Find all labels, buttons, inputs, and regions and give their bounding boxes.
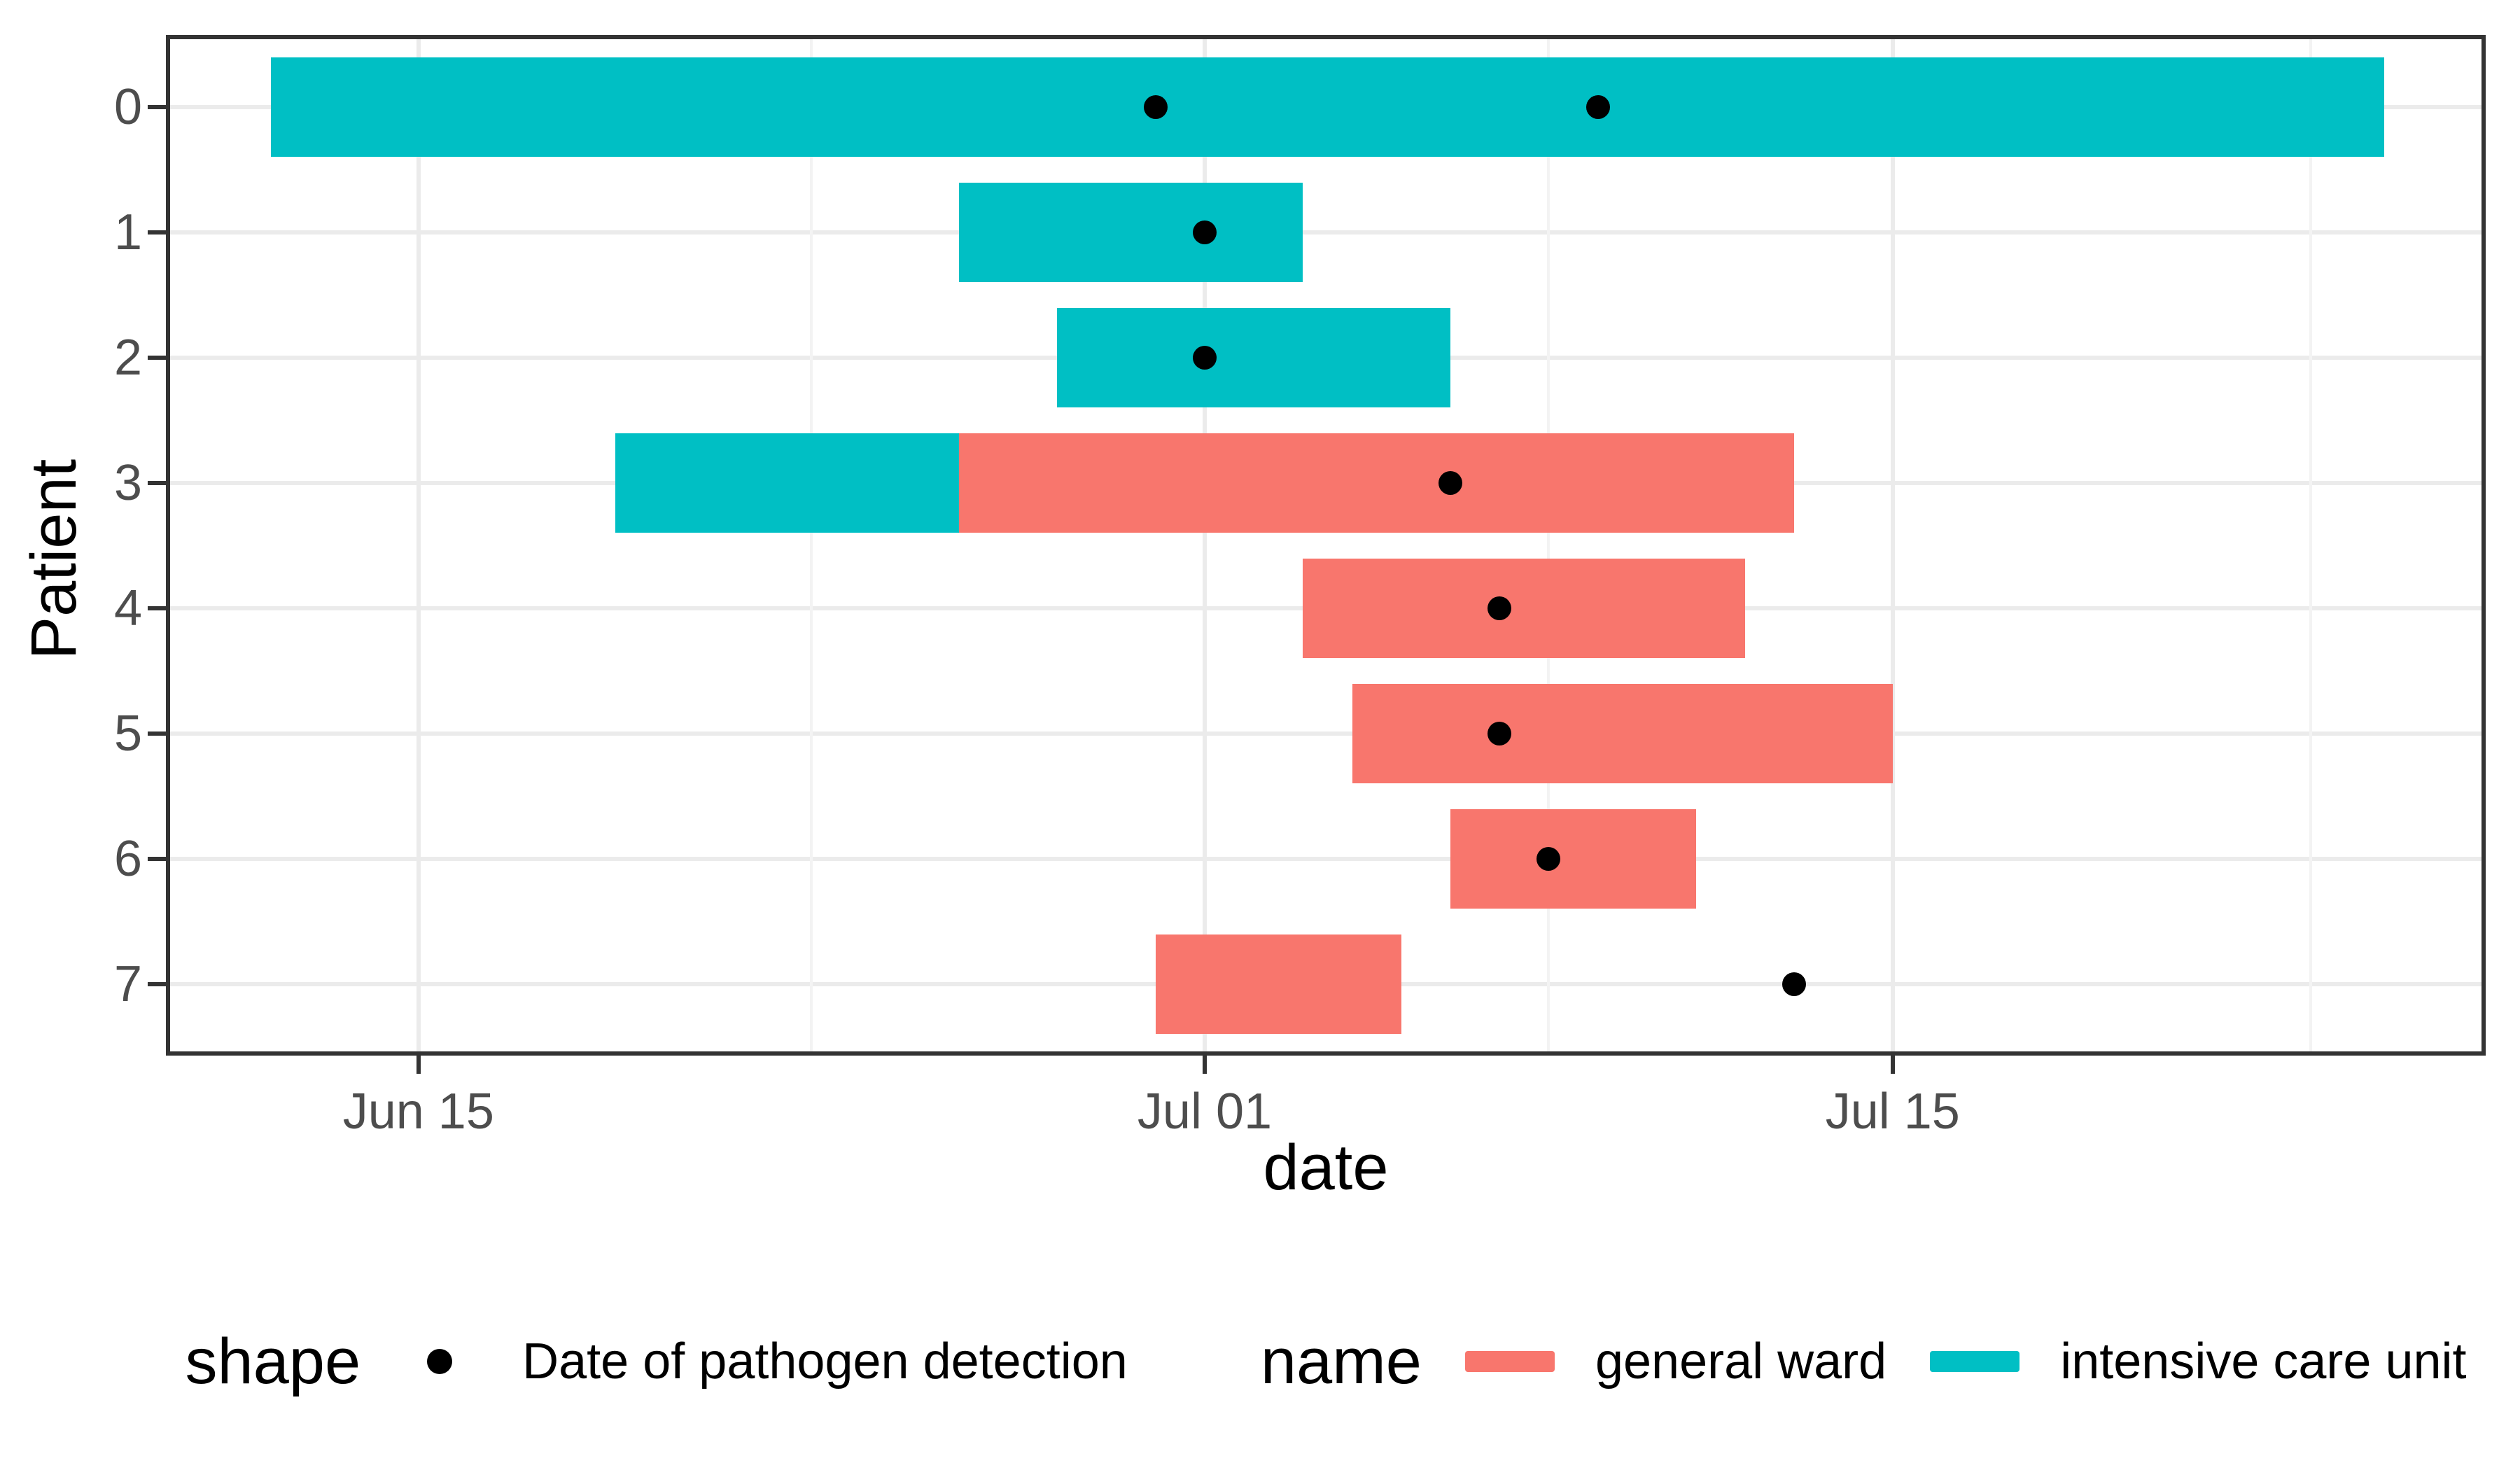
y-tick-label: 6: [113, 831, 142, 887]
legend: shape Date of pathogen detection name ge…: [166, 1292, 2486, 1432]
x-tick-mark: [1890, 1056, 1895, 1074]
y-tick-label: 4: [113, 580, 142, 636]
y-tick-mark: [148, 606, 166, 610]
gridline-minor: [1547, 39, 1550, 1051]
y-axis-title: Patient: [18, 458, 90, 660]
gridline-minor: [810, 39, 813, 1051]
legend-general-ward-label: general ward: [1595, 1334, 1887, 1390]
x-tick-mark: [1203, 1056, 1207, 1074]
stay-bar-patient-5-general-ward: [1352, 684, 1893, 783]
x-tick-label: Jul 15: [1825, 1084, 1960, 1140]
y-tick-label: 7: [113, 956, 142, 1012]
y-tick-label: 2: [113, 330, 142, 386]
stay-bar-patient-0-intensive-care-unit: [271, 57, 2384, 157]
legend-intensive-care-unit-label: intensive care unit: [2060, 1334, 2467, 1390]
stay-bar-patient-3-general-ward: [959, 433, 1795, 533]
y-tick-label: 5: [113, 706, 142, 762]
gridline-major: [1890, 39, 1895, 1051]
y-tick-mark: [148, 356, 166, 360]
y-tick-mark: [148, 230, 166, 234]
y-tick-mark: [148, 481, 166, 485]
detection-dot-patient-0: [1586, 95, 1610, 119]
detection-dot-patient-6: [1536, 847, 1561, 871]
gridline-row-5: [170, 732, 2482, 736]
stay-bar-patient-3-intensive-care-unit: [615, 433, 959, 533]
y-tick-mark: [148, 857, 166, 861]
detection-dot-key-icon: [427, 1349, 453, 1374]
legend-shape-title: shape: [185, 1325, 361, 1397]
x-tick-label: Jul 01: [1137, 1084, 1273, 1140]
x-tick-mark: [416, 1056, 421, 1074]
gridline-row-1: [170, 230, 2482, 234]
x-axis-title: date: [1263, 1132, 1389, 1203]
detection-dot-patient-4: [1488, 596, 1512, 620]
intensive-care-unit-key-icon: [1930, 1351, 2020, 1372]
legend-shape-item-label: Date of pathogen detection: [522, 1334, 1128, 1390]
y-tick-label: 1: [113, 204, 142, 260]
stay-bar-patient-4-general-ward: [1303, 559, 1746, 658]
detection-dot-patient-0: [1143, 95, 1168, 119]
plot-panel: [166, 35, 2486, 1056]
y-tick-mark: [148, 732, 166, 736]
gridline-major: [1203, 39, 1207, 1051]
detection-dot-patient-3: [1438, 471, 1462, 495]
x-tick-label: Jun 15: [342, 1084, 494, 1140]
general-ward-key-icon: [1464, 1351, 1555, 1372]
y-tick-label: 3: [113, 455, 142, 511]
y-tick-label: 0: [113, 79, 142, 135]
stay-bar-patient-1-intensive-care-unit: [959, 183, 1303, 282]
y-tick-mark: [148, 982, 166, 986]
detection-dot-patient-7: [1782, 972, 1807, 996]
detection-dot-patient-2: [1193, 346, 1217, 370]
stay-bar-patient-2-intensive-care-unit: [1057, 308, 1450, 407]
gridline-minor: [2309, 39, 2312, 1051]
legend-name-title: name: [1260, 1325, 1422, 1397]
y-tick-mark: [148, 105, 166, 109]
gridline-major: [416, 39, 421, 1051]
stay-bar-patient-7-general-ward: [1155, 934, 1401, 1034]
stay-bar-patient-6-general-ward: [1450, 809, 1696, 909]
detection-dot-patient-1: [1193, 220, 1217, 244]
gridline-row-6: [170, 857, 2482, 861]
detection-dot-patient-5: [1488, 722, 1512, 746]
